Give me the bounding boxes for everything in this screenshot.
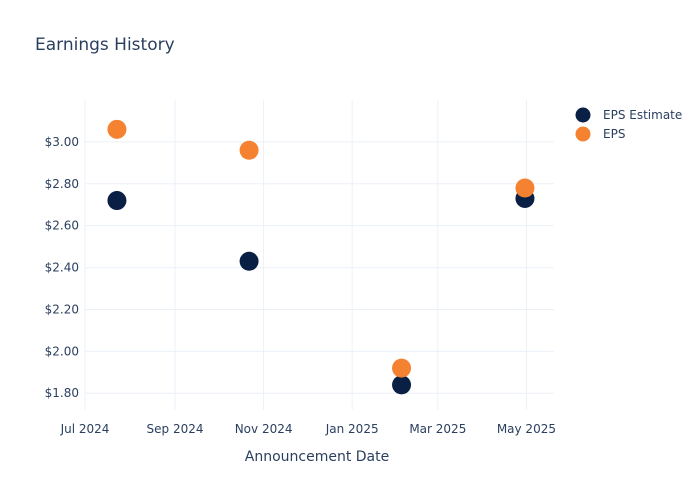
y-tick-label: $2.40 xyxy=(45,261,79,275)
legend-marker[interactable] xyxy=(575,126,591,142)
grid-lines xyxy=(84,100,554,410)
x-tick-label: May 2025 xyxy=(497,422,556,436)
x-tick-label: Jan 2025 xyxy=(325,422,379,436)
eps-estimate-point[interactable] xyxy=(239,251,259,271)
y-tick-label: $2.80 xyxy=(45,177,79,191)
eps-point[interactable] xyxy=(515,178,535,198)
x-axis-ticks: Jul 2024 Sep 2024 Nov 2024 Jan 2025 Mar 2025… xyxy=(60,422,556,436)
y-axis-ticks: $1.80 $2.00 $2.20 $2.40 $2.60 $2.80 $3.00 xyxy=(45,135,79,400)
eps-estimate-point[interactable] xyxy=(392,375,412,395)
x-tick-label: Jul 2024 xyxy=(60,422,110,436)
y-tick-label: $2.60 xyxy=(45,219,79,233)
legend-marker[interactable] xyxy=(575,107,591,123)
x-tick-label: Sep 2024 xyxy=(147,422,204,436)
chart-title: Earnings History xyxy=(35,35,175,55)
legend-label[interactable]: EPS Estimate xyxy=(603,108,682,122)
eps-point[interactable] xyxy=(239,140,259,160)
data-points xyxy=(107,119,535,395)
x-tick-label: Nov 2024 xyxy=(235,422,293,436)
x-axis-title: Announcement Date xyxy=(245,449,389,465)
y-tick-label: $2.00 xyxy=(45,344,79,358)
y-tick-label: $1.80 xyxy=(45,386,79,400)
legend-label[interactable]: EPS xyxy=(603,127,625,141)
y-tick-label: $2.20 xyxy=(45,302,79,316)
eps-point[interactable] xyxy=(392,358,412,378)
legend[interactable]: EPS Estimate EPS xyxy=(575,107,683,142)
x-tick-label: Mar 2025 xyxy=(409,422,466,436)
eps-estimate-point[interactable] xyxy=(107,191,127,211)
eps-point[interactable] xyxy=(107,119,127,139)
y-tick-label: $3.00 xyxy=(45,135,79,149)
